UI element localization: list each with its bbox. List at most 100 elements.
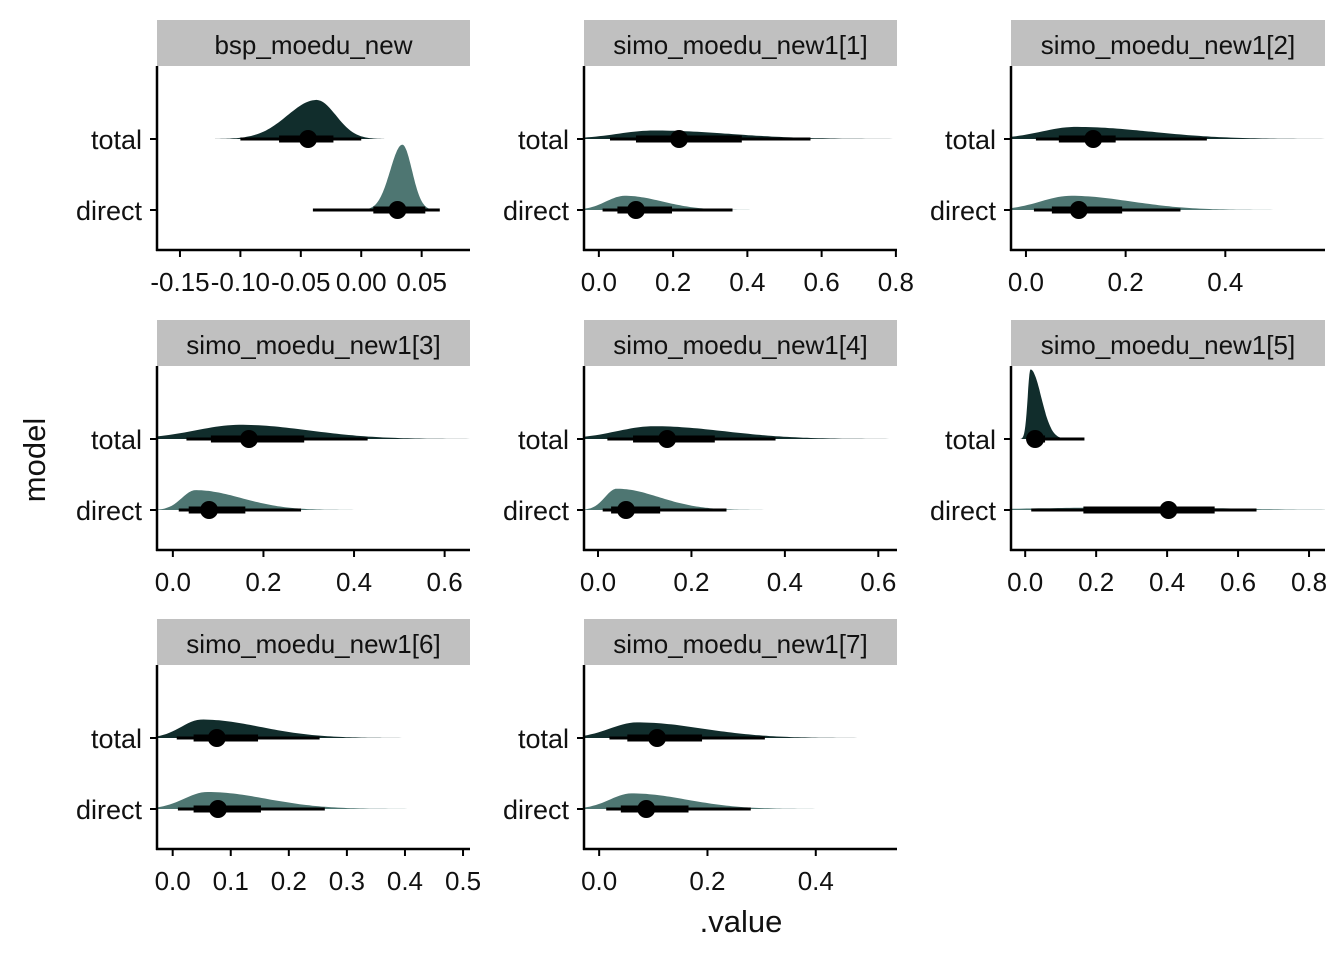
- y-tick-label: total: [518, 425, 569, 455]
- x-tick-label: 0.1: [213, 866, 249, 896]
- x-tick-label: 0.8: [1291, 567, 1327, 597]
- y-tick-label: total: [945, 425, 996, 455]
- y-tick-label: direct: [930, 196, 997, 226]
- x-tick-label: 0.6: [1220, 567, 1256, 597]
- median-point-direct: [1069, 201, 1088, 219]
- median-point-total: [299, 130, 318, 148]
- facet-strip: [584, 20, 897, 66]
- facet-strip: [157, 320, 470, 366]
- x-tick-label: 0.0: [581, 267, 617, 297]
- x-tick-label: 0.3: [329, 866, 365, 896]
- x-tick-label: 0.2: [689, 866, 725, 896]
- y-tick-label: total: [518, 724, 569, 754]
- facet-strip-label: simo_moedu_new1[1]: [613, 30, 867, 60]
- facet-panel: simo_moedu_new1[3]total direct 0.0 0.2 0.4 0.…: [76, 320, 470, 597]
- median-point-total: [207, 729, 226, 747]
- facet-strip-label: simo_moedu_new1[3]: [186, 330, 440, 360]
- x-tick-label: 0.6: [860, 567, 896, 597]
- x-tick-label: 0.0: [581, 866, 617, 896]
- facet-strip: [1011, 320, 1325, 366]
- density-direct: [584, 793, 822, 809]
- facet-panel: simo_moedu_new1[1]total direct 0.0 0.2 0.4 0.…: [503, 20, 914, 297]
- x-tick-label: 0.2: [1108, 267, 1144, 297]
- x-tick-label: 0.4: [729, 267, 765, 297]
- x-tick-label: 0.0: [155, 567, 191, 597]
- x-tick-label: 0.4: [336, 567, 372, 597]
- x-tick-label: 0.2: [673, 567, 709, 597]
- median-point-direct: [388, 201, 407, 219]
- y-tick-label: direct: [503, 196, 570, 226]
- y-tick-label: total: [518, 125, 569, 155]
- facet-strip: [1011, 20, 1325, 66]
- y-tick-label: direct: [76, 196, 143, 226]
- density-total: [584, 426, 897, 439]
- x-axis-title: .value: [700, 904, 783, 939]
- median-point-direct: [626, 201, 645, 219]
- x-tick-label: 0.6: [427, 567, 463, 597]
- x-tick-label: 0.5: [445, 866, 481, 896]
- y-tick-label: direct: [503, 795, 570, 825]
- x-tick-label: 0.05: [396, 267, 447, 297]
- x-tick-label: 0.8: [878, 267, 914, 297]
- x-tick-label: -0.15: [150, 267, 209, 297]
- x-tick-label: 0.2: [655, 267, 691, 297]
- median-point-total: [648, 729, 667, 747]
- facet-strip-label: simo_moedu_new1[5]: [1041, 330, 1295, 360]
- x-tick-label: 0.0: [155, 866, 191, 896]
- facet-strip: [584, 619, 897, 665]
- x-tick-label: 0.4: [1207, 267, 1243, 297]
- x-tick-label: 0.6: [804, 267, 840, 297]
- y-tick-label: total: [91, 724, 142, 754]
- x-tick-label: 0.4: [798, 866, 834, 896]
- y-tick-label: direct: [76, 795, 143, 825]
- x-tick-label: -0.10: [211, 267, 270, 297]
- density-total: [215, 99, 385, 139]
- facet-strip-label: simo_moedu_new1[4]: [613, 330, 867, 360]
- facet-panel: simo_moedu_new1[2]total direct 0.0 0.2 0.4: [930, 20, 1325, 297]
- y-axis-title: model: [17, 418, 52, 502]
- x-tick-label: -0.05: [271, 267, 330, 297]
- x-tick-label: 0.0: [1007, 567, 1043, 597]
- x-tick-label: 0.2: [1078, 567, 1114, 597]
- median-point-total: [239, 430, 258, 448]
- median-point-direct: [637, 800, 656, 818]
- facet-strip: [157, 20, 470, 66]
- facet-strip-label: bsp_moedu_new: [214, 30, 412, 60]
- y-tick-label: total: [91, 125, 142, 155]
- density-direct: [1011, 195, 1281, 210]
- x-tick-label: 0.0: [580, 567, 616, 597]
- x-tick-label: 0.4: [1149, 567, 1185, 597]
- density-direct: [360, 144, 437, 210]
- facet-strip-label: simo_moedu_new1[6]: [186, 629, 440, 659]
- density-direct: [584, 195, 755, 210]
- y-tick-label: total: [91, 425, 142, 455]
- x-tick-label: 0.0: [1008, 267, 1044, 297]
- facet-panel: simo_moedu_new1[6]total direct 0.0 0.1 0.2 0.…: [76, 619, 481, 896]
- median-point-total: [1084, 130, 1103, 148]
- median-point-direct: [208, 800, 227, 818]
- facet-strip-label: simo_moedu_new1[2]: [1041, 30, 1295, 60]
- x-tick-label: 0.00: [336, 267, 387, 297]
- x-tick-label: 0.2: [271, 866, 307, 896]
- facet-strip: [157, 619, 470, 665]
- median-point-direct: [1159, 501, 1178, 519]
- y-tick-label: direct: [930, 496, 997, 526]
- density-total: [1020, 369, 1068, 439]
- density-total: [1011, 126, 1325, 139]
- facet-panel: simo_moedu_new1[7]total direct 0.0 0.2 0.4: [503, 619, 897, 896]
- median-point-direct: [617, 501, 636, 519]
- facet-strip: [584, 320, 897, 366]
- density-direct: [584, 488, 764, 510]
- facet-panel: simo_moedu_new1[4]total direct 0.0 0.2 0.4 0.…: [503, 320, 897, 597]
- density-total: [157, 424, 470, 439]
- density-direct: [157, 490, 355, 510]
- x-tick-label: 0.4: [387, 866, 423, 896]
- median-point-total: [658, 430, 677, 448]
- y-tick-label: direct: [76, 496, 143, 526]
- median-point-total: [670, 130, 689, 148]
- facet-panel: simo_moedu_new1[5]total direct 0.0 0.2 0.4 0.…: [930, 320, 1327, 597]
- y-tick-label: direct: [503, 496, 570, 526]
- x-tick-label: 0.2: [245, 567, 281, 597]
